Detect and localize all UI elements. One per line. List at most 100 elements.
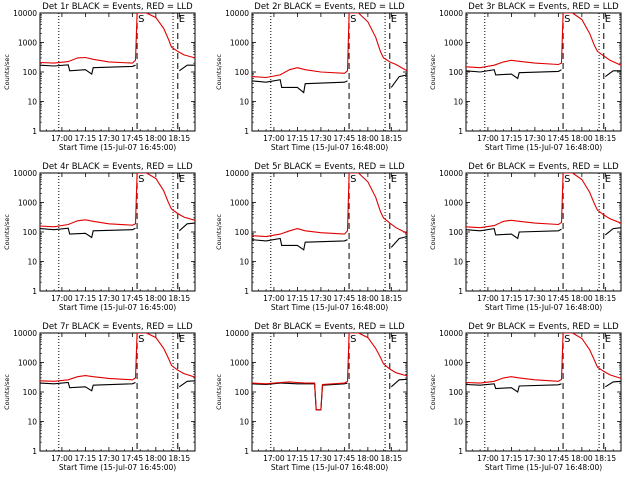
- x-axis-label: Start Time (15-Jul-07 16:48:00): [485, 303, 602, 312]
- x-axis-label: Start Time (15-Jul-07 16:48:00): [271, 463, 388, 472]
- series-line-lld: [466, 173, 621, 229]
- x-tick-label: 18:15: [169, 134, 191, 143]
- plot-frame: [39, 12, 196, 132]
- x-tick-label: 17:00: [51, 134, 73, 143]
- x-tick-label: 18:15: [169, 454, 191, 463]
- x-tick-label: 17:45: [122, 454, 144, 463]
- y-tick-label: 10000: [13, 329, 37, 338]
- y-axis-label: Counts/sec: [429, 54, 437, 90]
- y-tick-label: 1000: [444, 359, 463, 368]
- series-line-events: [252, 236, 407, 251]
- x-tick-label: 17:30: [524, 294, 546, 303]
- y-tick-label: 1: [244, 287, 249, 296]
- event-marker-label: E: [605, 334, 611, 345]
- x-tick-label: 17:30: [524, 134, 546, 143]
- y-tick-label: 10000: [439, 9, 463, 18]
- panel-3: Det 3r BLACK = Events, RED = LLD Counts/s…: [429, 2, 622, 152]
- series-line-lld: [466, 333, 621, 384]
- y-tick-label: 1: [32, 127, 37, 136]
- event-marker-label: S: [138, 14, 144, 25]
- x-tick-label: 17:00: [263, 294, 285, 303]
- x-tick-label: 17:00: [263, 454, 285, 463]
- event-marker-label: S: [138, 334, 144, 345]
- x-axis-label: Start Time (15-Jul-07 16:45:00): [59, 143, 176, 152]
- y-tick-label: 1: [32, 287, 37, 296]
- x-tick-label: 18:00: [357, 294, 379, 303]
- panel-2: Det 2r BLACK = Events, RED = LLD Counts/s…: [215, 2, 408, 152]
- x-tick-label: 17:15: [75, 134, 97, 143]
- y-tick-label: 10: [239, 98, 249, 107]
- x-tick-label: 17:30: [98, 454, 120, 463]
- y-tick-label: 10: [453, 258, 463, 267]
- x-tick-label: 17:15: [501, 454, 523, 463]
- x-tick-label: 17:30: [310, 454, 332, 463]
- x-tick-label: 17:30: [98, 294, 120, 303]
- series-line-lld: [40, 13, 195, 64]
- series-line-events: [466, 227, 621, 240]
- series-line-lld: [40, 333, 195, 382]
- x-tick-label: 18:15: [169, 294, 191, 303]
- series-line-lld: [466, 13, 621, 69]
- y-axis-label: Counts/sec: [215, 374, 223, 410]
- event-marker-label: S: [350, 14, 356, 25]
- x-tick-label: 18:00: [571, 454, 593, 463]
- panel-5: Det 5r BLACK = Events, RED = LLD Counts/s…: [215, 162, 408, 312]
- series-line-lld: [252, 13, 407, 79]
- y-tick-label: 100: [449, 388, 464, 397]
- x-tick-label: 18:00: [357, 454, 379, 463]
- y-tick-label: 10: [453, 418, 463, 427]
- x-tick-label: 17:00: [477, 454, 499, 463]
- y-tick-label: 1000: [230, 39, 249, 48]
- plot-frame: [251, 332, 408, 452]
- panel-title: Det 5r BLACK = Events, RED = LLD: [254, 162, 405, 172]
- x-tick-label: 17:15: [75, 454, 97, 463]
- panel-7: Det 7r BLACK = Events, RED = LLD Counts/s…: [3, 322, 196, 472]
- x-tick-label: 17:30: [310, 134, 332, 143]
- event-marker-label: E: [391, 14, 397, 25]
- y-tick-label: 10000: [225, 9, 249, 18]
- event-marker-label: S: [350, 174, 356, 185]
- x-tick-label: 17:45: [334, 294, 356, 303]
- y-tick-label: 100: [235, 388, 250, 397]
- x-tick-label: 17:15: [287, 454, 309, 463]
- series-line-events: [252, 74, 407, 94]
- plot-frame: [39, 332, 196, 452]
- series-line-lld: [252, 173, 407, 238]
- x-axis-label: Start Time (15-Jul-07 16:48:00): [485, 463, 602, 472]
- x-tick-label: 18:15: [381, 134, 403, 143]
- x-tick-label: 18:00: [571, 294, 593, 303]
- y-tick-label: 10000: [439, 329, 463, 338]
- series-line-events: [40, 64, 195, 76]
- series-line-events: [466, 69, 621, 80]
- y-tick-label: 100: [449, 228, 464, 237]
- y-axis-label: Counts/sec: [429, 214, 437, 250]
- x-tick-label: 17:00: [477, 134, 499, 143]
- panel-1: Det 1r BLACK = Events, RED = LLD Counts/s…: [3, 2, 196, 152]
- x-tick-label: 17:45: [122, 294, 144, 303]
- event-marker-label: S: [564, 174, 570, 185]
- event-marker-label: S: [138, 174, 144, 185]
- x-axis-label: Start Time (15-Jul-07 16:48:00): [485, 143, 602, 152]
- x-tick-label: 17:30: [524, 454, 546, 463]
- y-tick-label: 1: [32, 447, 37, 456]
- y-tick-label: 10: [239, 258, 249, 267]
- x-tick-label: 17:00: [51, 294, 73, 303]
- y-axis-label: Counts/sec: [3, 214, 11, 250]
- y-tick-label: 1000: [230, 199, 249, 208]
- event-marker-label: S: [564, 14, 570, 25]
- y-tick-label: 1000: [230, 359, 249, 368]
- x-tick-label: 17:45: [548, 454, 570, 463]
- event-marker-label: E: [179, 174, 185, 185]
- y-tick-label: 1000: [18, 39, 37, 48]
- panel-title: Det 4r BLACK = Events, RED = LLD: [42, 162, 193, 172]
- x-tick-label: 17:30: [98, 134, 120, 143]
- series-line-lld: [40, 173, 195, 228]
- x-tick-label: 17:45: [122, 134, 144, 143]
- event-marker-label: E: [605, 14, 611, 25]
- panel-4: Det 4r BLACK = Events, RED = LLD Counts/s…: [3, 162, 196, 312]
- event-marker-label: S: [564, 334, 570, 345]
- x-tick-label: 18:15: [381, 294, 403, 303]
- y-axis-label: Counts/sec: [429, 374, 437, 410]
- x-tick-label: 17:30: [310, 294, 332, 303]
